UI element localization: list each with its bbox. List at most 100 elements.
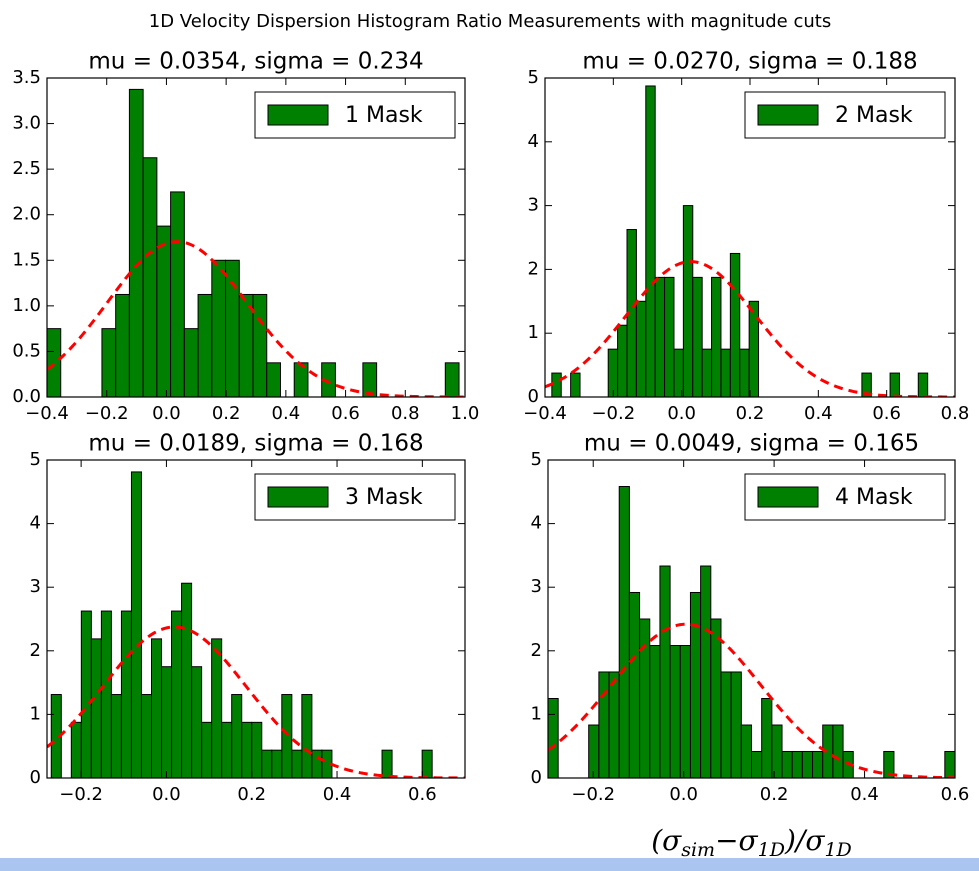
- bar: [115, 293, 130, 397]
- bar: [761, 698, 773, 778]
- y-tick-label: 0: [528, 386, 539, 407]
- x-tick-label: 0.6: [331, 403, 360, 424]
- bar: [598, 671, 610, 778]
- bar: [700, 565, 712, 778]
- bar: [701, 348, 713, 397]
- bar: [156, 225, 172, 397]
- x-tick-label: 0.6: [408, 784, 437, 805]
- y-tick-label: 2.0: [12, 204, 41, 225]
- bar: [781, 750, 793, 778]
- y-tick-label: 1: [30, 703, 41, 724]
- bar: [645, 85, 656, 397]
- x-tick-label: −0.4: [25, 403, 69, 424]
- bar: [281, 694, 293, 778]
- y-tick-label: 3: [528, 195, 539, 216]
- bar: [551, 372, 562, 397]
- bar: [251, 721, 263, 778]
- bar: [791, 750, 803, 778]
- x-tick-label: 0.2: [212, 403, 241, 424]
- legend-swatch: [267, 486, 329, 508]
- bar: [607, 348, 619, 397]
- legend-box: [744, 91, 946, 139]
- y-tick-label: 1.5: [12, 249, 41, 270]
- bar: [659, 565, 671, 778]
- x-tick-label: 0.6: [872, 403, 901, 424]
- x-tick-label: −0.2: [85, 403, 129, 424]
- bar: [679, 645, 691, 778]
- bar: [171, 610, 183, 778]
- y-tick-label: 3: [531, 576, 542, 597]
- x-tick-label: 0.2: [760, 784, 789, 805]
- y-tick-label: 0: [30, 767, 41, 788]
- axes-frame: [547, 459, 956, 779]
- subplot-title: mu = 0.0270, sigma = 0.188: [582, 49, 917, 75]
- bar: [225, 259, 240, 397]
- bar: [617, 324, 628, 397]
- bar: [444, 362, 460, 397]
- x-axis-label-part: (σ: [651, 824, 682, 857]
- bar: [812, 750, 824, 778]
- bar: [729, 252, 741, 397]
- bar: [100, 610, 112, 778]
- y-tick-label: 3.5: [12, 67, 41, 88]
- bar: [639, 618, 651, 778]
- x-tick-label: 0.0: [152, 403, 181, 424]
- y-tick-label: 4: [531, 513, 542, 534]
- bar: [381, 749, 393, 778]
- bar: [689, 591, 702, 778]
- y-tick-label: 5: [528, 67, 539, 88]
- x-tick-label: 0.4: [272, 403, 301, 424]
- bar: [211, 259, 227, 397]
- y-tick-label: 5: [531, 449, 542, 470]
- bar: [183, 328, 199, 397]
- x-tick-label: 0.2: [237, 784, 266, 805]
- bar: [771, 724, 783, 778]
- bar: [649, 645, 661, 778]
- x-tick-label: −0.2: [59, 784, 103, 805]
- bar: [654, 276, 666, 397]
- bar: [142, 157, 158, 397]
- bar: [110, 694, 122, 778]
- legend-swatch: [267, 104, 329, 126]
- fit-curve: [548, 622, 955, 778]
- bar: [801, 750, 814, 778]
- y-tick-label: 2: [531, 640, 542, 661]
- x-tick-label: −0.4: [523, 403, 567, 424]
- legend-swatch: [757, 104, 819, 126]
- y-tick-label: 0.0: [12, 386, 41, 407]
- x-axis-label-subscript: 1D: [824, 839, 851, 861]
- bar: [673, 348, 684, 397]
- bar: [266, 362, 281, 397]
- bar: [321, 362, 336, 397]
- x-tick-label: 0.4: [323, 784, 352, 805]
- bar: [720, 671, 732, 778]
- bar: [241, 721, 253, 778]
- fit-curve: [47, 240, 465, 397]
- bar: [362, 362, 378, 397]
- legend-swatch: [757, 486, 819, 508]
- bar: [301, 694, 313, 778]
- x-tick-label: 0.8: [941, 403, 970, 424]
- bar: [692, 276, 703, 397]
- y-tick-label: 1: [531, 703, 542, 724]
- bar: [271, 749, 283, 778]
- x-tick-label: −0.2: [591, 403, 635, 424]
- axes-frame: [46, 459, 466, 779]
- bar: [739, 348, 750, 397]
- subplot-title: mu = 0.0189, sigma = 0.168: [88, 431, 423, 457]
- x-axis-label: (σsim−σ1D)/σ1D: [651, 824, 852, 862]
- bar: [170, 191, 185, 397]
- bar: [669, 645, 681, 778]
- y-tick-label: 3: [30, 576, 41, 597]
- bar: [548, 698, 559, 778]
- x-tick-label: 0.0: [669, 784, 698, 805]
- bar: [730, 671, 742, 778]
- subplot-title: mu = 0.0354, sigma = 0.234: [88, 49, 423, 75]
- bar: [47, 328, 62, 397]
- y-tick-label: 5: [30, 449, 41, 470]
- bar: [751, 750, 763, 778]
- bar: [588, 724, 600, 778]
- bar: [231, 694, 243, 778]
- bar: [628, 591, 641, 778]
- y-tick-label: 3.0: [12, 113, 41, 134]
